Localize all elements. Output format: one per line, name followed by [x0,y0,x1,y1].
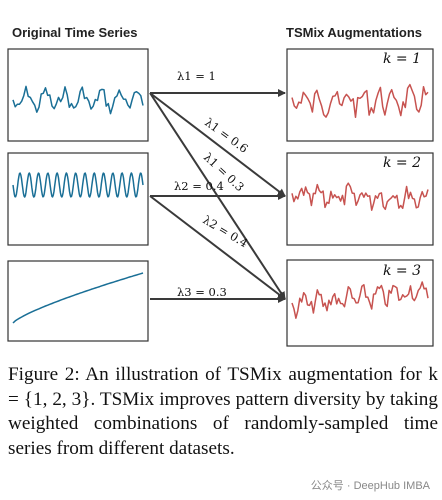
mix-arrow-2 [149,92,286,197]
k-label-1: k = 1 [383,51,421,67]
lambda-label-1: λ1 = 1 [177,69,216,83]
original-series-2-line [12,172,144,198]
augmented-series-1-line [291,83,429,119]
original-series-3-line [12,272,144,324]
augmented-series-2-line [291,182,429,211]
figure: Original Time Series TSMix Augmentations… [7,25,434,347]
k-label-3: k = 3 [383,263,421,279]
augmented-series-panel-3 [286,259,434,347]
original-series-1-line [12,85,144,115]
augmented-series-panel-2 [286,152,434,246]
figure-caption: Figure 2: An illustration of TSMix augme… [8,364,438,459]
lambda-label-6: λ3 = 0.3 [177,285,227,299]
augmented-series-3-line [291,281,429,319]
augmentations-heading: TSMix Augmentations [286,25,423,40]
original-series-panel-3 [7,260,149,342]
augmented-series-panel-1 [286,48,434,142]
original-series-panel-2 [7,152,149,246]
lambda-label-4: λ2 = 0.4 [174,179,224,193]
tsmix-diagram: k = 1k = 2k = 3λ1 = 1λ1 = 0.6λ1 = 0.3λ2 … [7,48,434,347]
watermark: 公众号 · DeepHub IMBA [310,480,430,492]
lambda-label-5: λ2 = 0.4 [200,213,250,251]
mix-arrow-5 [149,195,286,300]
original-series-heading: Original Time Series [12,25,138,40]
k-label-2: k = 2 [383,155,421,171]
original-series-panel-1 [7,48,149,142]
